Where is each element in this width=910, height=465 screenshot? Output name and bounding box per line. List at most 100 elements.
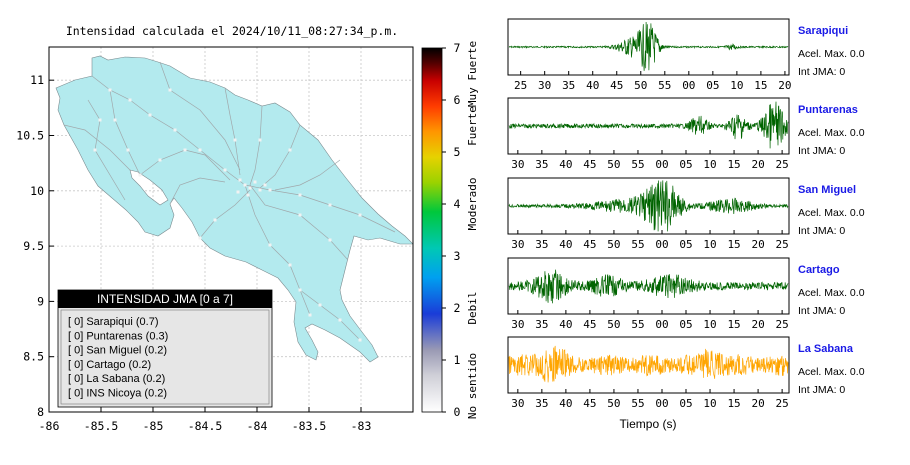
waveform-tick-label: 20	[751, 158, 764, 171]
lon-tick-label: -85.5	[84, 419, 119, 433]
lon-tick-label: -83.5	[292, 419, 327, 433]
town-marker	[233, 138, 237, 142]
town-marker	[258, 138, 262, 142]
legend-items-frame	[60, 309, 270, 405]
town-marker	[126, 148, 130, 152]
town-marker	[246, 193, 250, 197]
waveform-panel: 30 35 40 45 50 55 00 05 10 15 20 25 San Miguel Acel. …	[507, 177, 865, 251]
waveform-tick-label: 20	[751, 397, 764, 410]
station-name: San Miguel	[798, 184, 856, 196]
waveform-tick-label: 45	[583, 238, 596, 251]
town-marker	[238, 178, 242, 182]
lat-tick-label: 10.5	[16, 128, 44, 142]
waveform-tick-label: 25	[775, 318, 788, 331]
colorbar-tick-label: 4	[454, 197, 461, 211]
costa-rica-landmass	[55, 55, 413, 363]
town-marker	[338, 318, 342, 322]
waveform-tick-label: 30	[511, 158, 524, 171]
waveform-tick-label: 10	[730, 79, 743, 92]
lon-tick-label: -83	[351, 419, 372, 433]
town-marker	[328, 238, 332, 242]
town-marker	[148, 113, 152, 117]
road	[109, 89, 141, 176]
station-int-jma: Int JMA: 0	[798, 305, 845, 317]
waveform-tick-label: 30	[538, 79, 551, 92]
town-marker	[98, 118, 102, 122]
road	[244, 184, 311, 316]
town-marker	[298, 288, 302, 292]
waveform-tick-label: 25	[514, 79, 527, 92]
town-marker	[253, 180, 257, 184]
waveform-tick-label: 00	[682, 79, 695, 92]
road	[224, 87, 241, 176]
station-name: Cartago	[798, 264, 840, 276]
town-marker	[298, 193, 302, 197]
lat-tick-label: 9	[37, 294, 44, 308]
waveform-tick-label: 20	[751, 318, 764, 331]
waveform-tick-label: 55	[631, 318, 644, 331]
station-accel: Acel. Max. 0.0	[798, 287, 865, 299]
waveform-panel: 30 35 40 45 50 55 00 05 10 15 20 25 La Sabana Acel. M…	[507, 336, 865, 410]
map-title: Intensidad calculada el 2024/10/11_08:27…	[66, 24, 398, 38]
waveform-trace	[508, 345, 789, 383]
road	[91, 75, 246, 186]
waveform-tick-label: 55	[658, 79, 671, 92]
colorbar-category-label: Muy Fuerte	[466, 41, 479, 107]
colorbar-tick-label: 5	[454, 145, 461, 159]
lat-tick-label: 11	[30, 73, 44, 87]
lat-tick-label: 8	[37, 405, 44, 419]
lon-tick-label: -86	[39, 419, 60, 433]
town-marker	[138, 173, 142, 177]
colorbar-ticks: 0 1 2 3 4 5 6 7	[442, 41, 461, 419]
station-int-jma: Int JMA: 0	[798, 145, 845, 157]
town-marker	[358, 213, 362, 217]
legend-item: [ 0] Puntarenas (0.3)	[68, 330, 168, 342]
waveform-tick-label: 30	[511, 238, 524, 251]
town-marker	[308, 313, 312, 317]
town-marker	[93, 148, 97, 152]
map-frame	[48, 46, 414, 413]
station-accel: Acel. Max. 0.0	[798, 48, 865, 60]
waveform-tick-label: 10	[703, 158, 716, 171]
waveform-xlabel: Tiempo (s)	[620, 417, 677, 431]
waveform-tick-label: 05	[679, 158, 692, 171]
town-marker	[183, 148, 187, 152]
waveform-tick-label: 30	[511, 397, 524, 410]
intensity-legend: INTENSIDAD JMA [0 a 7] [ 0] Sarapiqui (0…	[57, 289, 273, 408]
colorbar-category-label: Debil	[466, 291, 479, 324]
waveform-tick-label: 50	[607, 318, 620, 331]
waveform-tick-label: 40	[559, 238, 572, 251]
legend-header: INTENSIDAD JMA [0 a 7]	[97, 292, 233, 306]
waveform-tick-label: 15	[727, 318, 740, 331]
legend-item: [ 0] INS Nicoya (0.2)	[68, 388, 167, 400]
waveform-tick-label: 50	[607, 158, 620, 171]
waveform-panel: 30 35 40 45 50 55 00 05 10 15 20 25 Puntarenas Acel. …	[507, 97, 865, 171]
colorbar-category-label: Fuerte	[466, 106, 479, 146]
town-marker	[328, 203, 332, 207]
waveform-tick-label: 15	[727, 158, 740, 171]
waveform-tick-label: 45	[583, 318, 596, 331]
town-marker	[268, 188, 272, 192]
waveform-tick-label: 25	[775, 397, 788, 410]
waveform-panel: 30 35 40 45 50 55 00 05 10 15 20 25 Cartago Acel. Max…	[507, 257, 865, 331]
waveform-tick-label: 45	[583, 397, 596, 410]
town-marker	[168, 88, 172, 92]
waveform-tick-label: 25	[775, 238, 788, 251]
waveform-tick-label: 05	[679, 318, 692, 331]
waveform-tick-label: 55	[631, 158, 644, 171]
lat-tick-label: 9.5	[23, 239, 44, 253]
lon-tick-label: -84	[247, 419, 268, 433]
road	[244, 184, 396, 233]
colorbar-tick-label: 6	[454, 93, 461, 107]
lon-tick-label: -85	[143, 419, 164, 433]
town-marker	[288, 263, 292, 267]
waveform-trace	[508, 101, 789, 149]
waveform-tick-label: 15	[727, 397, 740, 410]
waveform-tick-label: 35	[562, 79, 575, 92]
colorbar-category-label: No sentido	[466, 353, 479, 419]
waveform-tick-label: 35	[535, 238, 548, 251]
waveform-tick-label: 55	[631, 238, 644, 251]
waveform-tick-label: 05	[679, 238, 692, 251]
